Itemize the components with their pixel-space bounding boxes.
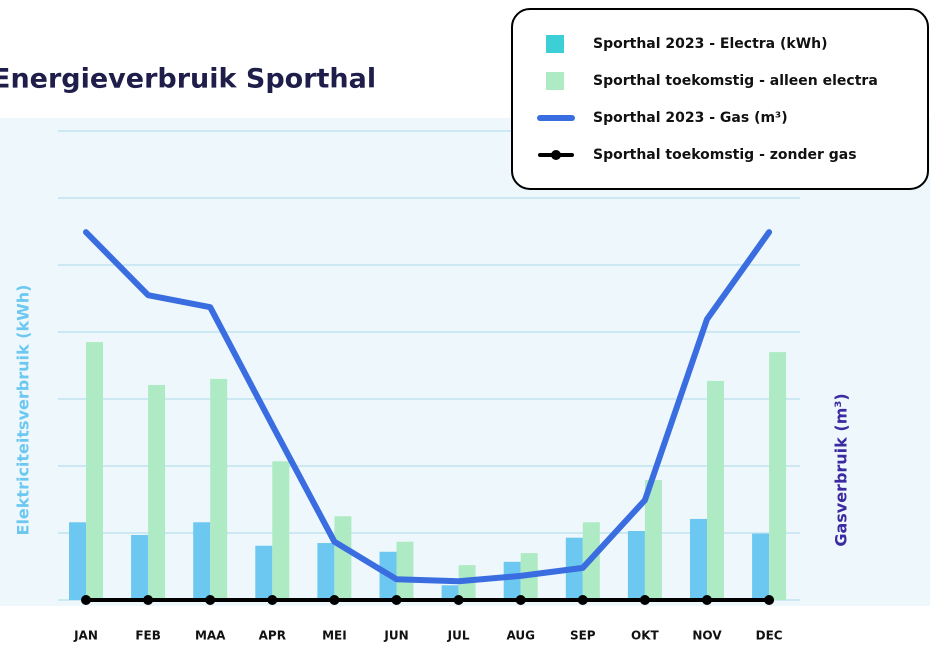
chart-title: Energieverbruik Sporthal	[0, 64, 376, 95]
x-tick-label: DEC	[756, 629, 783, 643]
bar	[441, 585, 459, 600]
marker	[702, 595, 712, 605]
bar	[627, 530, 645, 600]
legend-marker	[551, 150, 561, 160]
bar	[255, 545, 273, 600]
legend-box	[511, 8, 929, 190]
marker	[205, 595, 216, 605]
bar	[86, 342, 103, 600]
y-axis-label: Elektriciteitsverbruik (kWh)	[14, 285, 33, 536]
marker	[143, 595, 154, 605]
marker	[391, 595, 402, 605]
marker	[453, 595, 464, 605]
marks	[69, 229, 787, 605]
line	[83, 229, 773, 585]
marker	[267, 595, 278, 605]
bar	[334, 516, 352, 600]
x-tick-label: FEB	[135, 629, 161, 643]
marker	[639, 595, 650, 605]
x-tick-label: MAA	[195, 629, 226, 643]
bar	[193, 522, 211, 600]
bar	[752, 533, 770, 600]
bar	[69, 522, 86, 600]
y2-axis-label: Gasverbruik (m³)	[832, 393, 851, 546]
marker	[81, 595, 91, 605]
legend-label: Sporthal 2023 - Gas (m³)	[593, 110, 788, 126]
bar	[131, 535, 149, 600]
x-tick-label: JUL	[447, 629, 470, 643]
legend-label: Sporthal toekomstig - alleen electra	[593, 73, 878, 89]
marker	[577, 595, 588, 605]
x-tick-label: AUG	[506, 629, 535, 643]
bar	[396, 541, 414, 600]
bar	[317, 543, 335, 600]
marker	[515, 595, 526, 605]
bar	[769, 352, 787, 600]
bar	[148, 384, 166, 600]
x-tick-label: OKT	[631, 629, 660, 643]
bar	[644, 480, 662, 600]
legend: Sporthal 2023 - Electra (kWh) Sporthal to…	[511, 8, 929, 190]
x-tick-label: JUN	[383, 629, 408, 643]
bar	[272, 461, 290, 600]
bar	[210, 378, 228, 600]
marker	[329, 595, 340, 605]
marker	[764, 595, 775, 605]
x-tick-label: NOV	[692, 629, 722, 643]
bar	[690, 518, 707, 600]
legend-swatch	[546, 35, 564, 53]
x-tick-label: JAN	[73, 629, 98, 643]
legend-swatch	[546, 72, 564, 90]
bar	[707, 380, 724, 600]
x-tick-label: APR	[259, 629, 286, 643]
x-tick-label: MEI	[322, 629, 347, 643]
legend-label: Sporthal toekomstig - zonder gas	[593, 147, 857, 163]
x-tick-label: SEP	[570, 629, 596, 643]
bar	[503, 561, 521, 600]
legend-label: Sporthal 2023 - Electra (kWh)	[593, 36, 828, 52]
